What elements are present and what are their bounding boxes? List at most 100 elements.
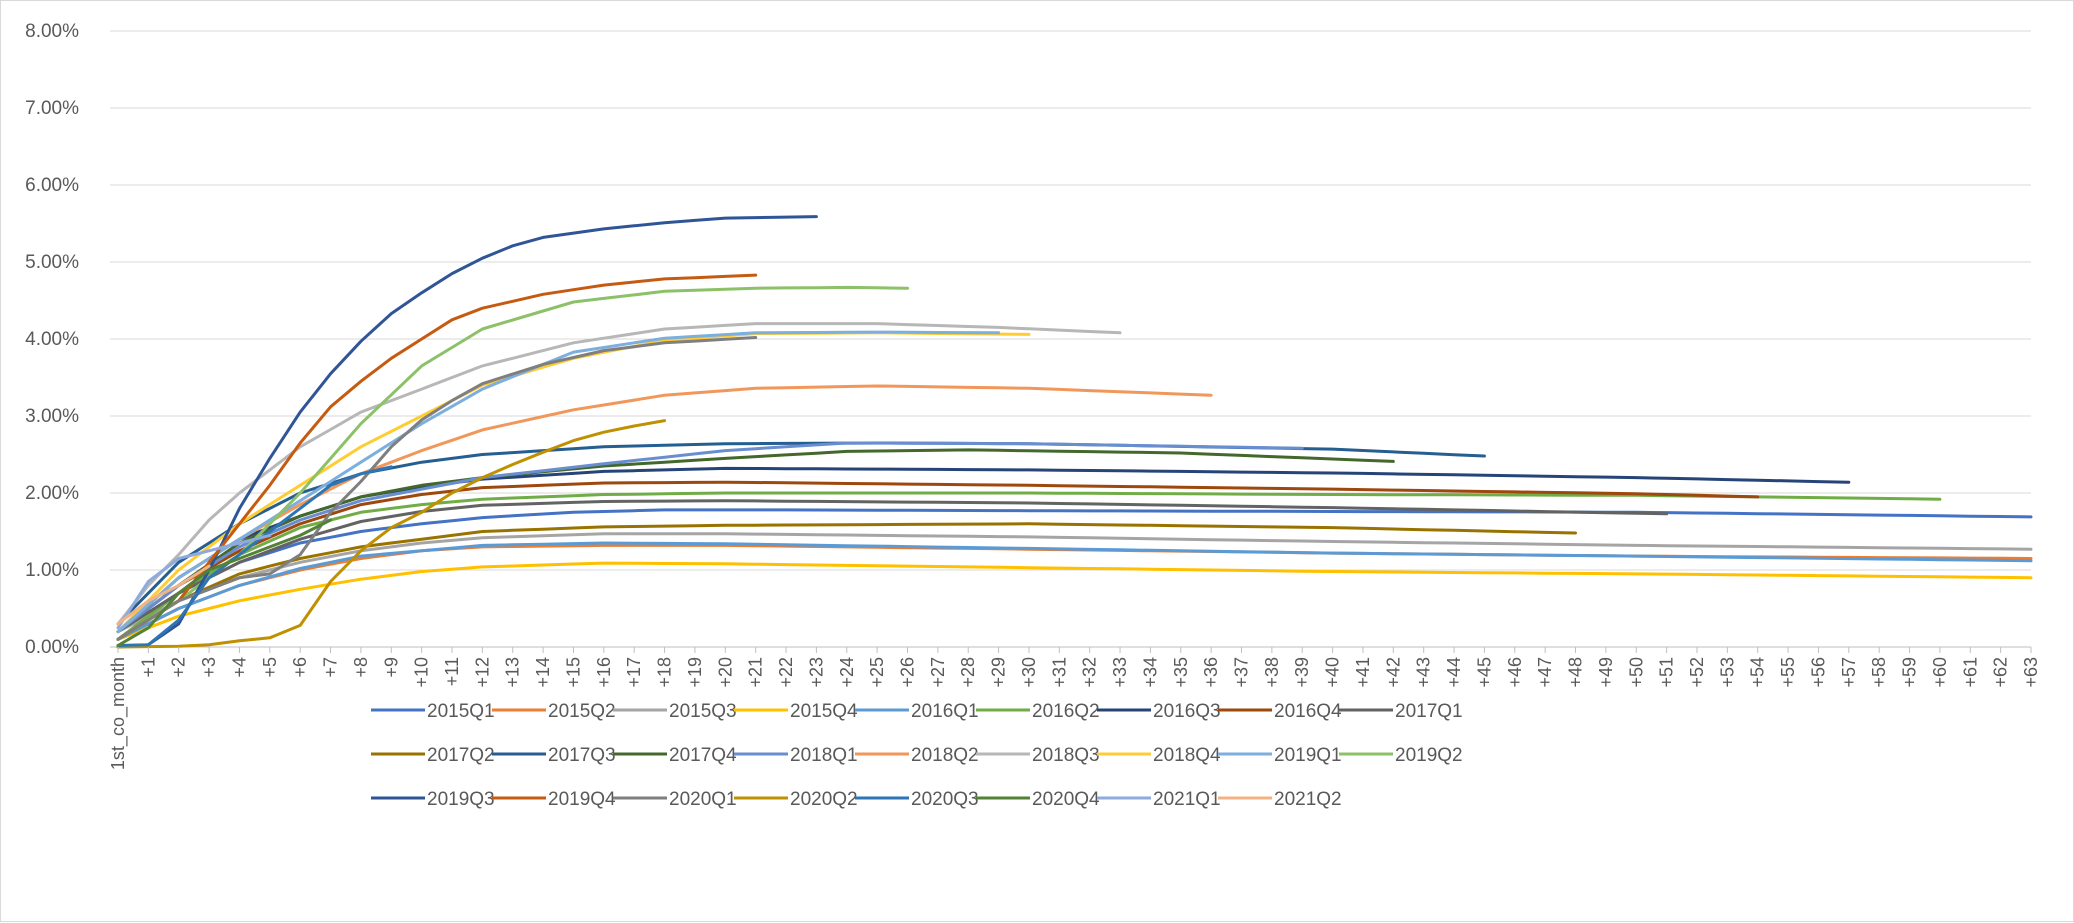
x-tick-label: +1	[138, 657, 158, 678]
x-tick-label: +9	[381, 657, 401, 678]
x-tick-label: +7	[321, 657, 341, 678]
legend-label: 2019Q4	[548, 789, 616, 810]
x-tick-label: +25	[867, 657, 887, 688]
x-tick-label: +27	[928, 657, 948, 688]
x-tick-label: +38	[1262, 657, 1282, 688]
x-tick-label: +61	[1960, 657, 1980, 688]
series-line-2018q3	[116, 322, 1122, 626]
legend-label: 2020Q3	[911, 789, 979, 810]
legend-label: 2020Q1	[669, 789, 737, 810]
legend: 2015Q1 2015Q2 2015Q3 2015Q4 2016Q1 2016Q2 2016…	[371, 701, 1463, 810]
x-tick-label: +45	[1474, 657, 1494, 688]
y-tick-label: 1.00%	[25, 560, 79, 581]
legend-label: 2017Q2	[427, 745, 495, 766]
series-line-2020q4	[116, 518, 333, 647]
x-tick-label: +15	[563, 657, 583, 688]
x-axis: 1st_co_month +1 +2 +3 +4 +5 +6 +7 +8 +9 +10 +11 +12 +…	[108, 647, 2041, 770]
x-tick-label: +57	[1839, 657, 1859, 688]
x-tick-label: +24	[837, 657, 857, 688]
series-line-2017q1	[116, 499, 1669, 634]
x-tick-label: +35	[1171, 657, 1191, 688]
legend-label: 2019Q2	[1395, 745, 1463, 766]
x-tick-label: +52	[1687, 657, 1707, 688]
y-tick-label: 7.00%	[25, 98, 79, 119]
x-tick-label: +41	[1353, 657, 1373, 688]
series-line-2020q1	[116, 336, 758, 641]
legend-label: 2016Q4	[1274, 701, 1342, 722]
x-tick-label: +50	[1626, 657, 1646, 688]
legend-label: 2018Q3	[1032, 745, 1100, 766]
series-line-2018q1	[116, 441, 1304, 634]
legend-label: 2016Q2	[1032, 701, 1100, 722]
x-tick-label: +49	[1596, 657, 1616, 688]
legend-label: 2019Q3	[427, 789, 495, 810]
y-tick-label: 0.00%	[25, 637, 79, 658]
legend-label: 2017Q3	[548, 745, 616, 766]
x-tick-label: +29	[989, 657, 1009, 688]
x-tick-label: +6	[290, 657, 310, 678]
x-tick-label: +53	[1717, 657, 1737, 688]
y-tick-label: 6.00%	[25, 175, 79, 196]
x-tick-label: +13	[503, 657, 523, 688]
legend-label: 2015Q1	[427, 701, 495, 722]
x-tick-label: +22	[776, 657, 796, 688]
y-tick-label: 8.00%	[25, 21, 79, 42]
x-tick-label: +20	[715, 657, 735, 688]
legend-label: 2018Q4	[1153, 745, 1221, 766]
x-tick-label: +34	[1140, 657, 1160, 688]
x-tick-label: +60	[1930, 657, 1950, 688]
x-tick-label: +11	[442, 657, 462, 686]
legend-label: 2017Q1	[1395, 701, 1463, 722]
legend-label: 2019Q1	[1274, 745, 1342, 766]
x-tick-label: +26	[897, 657, 917, 688]
x-tick-label: +10	[412, 657, 432, 688]
x-tick-label: +55	[1778, 657, 1798, 688]
legend-label: 2016Q3	[1153, 701, 1221, 722]
x-tick-label: +17	[624, 657, 644, 688]
series-line-2021q1	[116, 533, 272, 630]
series-lines	[116, 215, 2033, 649]
legend-label: 2016Q1	[911, 701, 979, 722]
x-tick-label: +39	[1292, 657, 1312, 688]
x-tick-label: +12	[472, 657, 492, 688]
series-line-2016q1	[116, 541, 2033, 641]
x-tick-label: +40	[1323, 657, 1343, 688]
x-tick-label: +21	[746, 657, 766, 688]
legend-label: 2015Q4	[790, 701, 858, 722]
legend-label: 2021Q1	[1153, 789, 1221, 810]
x-tick-label: +31	[1049, 657, 1069, 688]
x-tick-label: +46	[1505, 657, 1525, 688]
legend-label: 2018Q1	[790, 745, 858, 766]
series-line-2019q2	[116, 285, 909, 641]
legend-label: 2017Q4	[669, 745, 737, 766]
x-tick-label: +19	[685, 657, 705, 688]
x-tick-label: +4	[229, 657, 249, 678]
x-tick-label: +63	[2021, 657, 2041, 688]
x-tick-label: +3	[199, 657, 219, 678]
x-tick-label: +30	[1019, 657, 1039, 688]
series-line-2019q1	[116, 330, 1001, 634]
x-tick-label: +54	[1748, 657, 1768, 688]
y-tick-label: 2.00%	[25, 483, 79, 504]
y-axis: 0.00% 1.00% 2.00% 3.00% 4.00% 5.00% 6.00% 7.00%…	[25, 21, 79, 658]
x-tick-label: +2	[169, 657, 189, 678]
x-tick-label: +16	[594, 657, 614, 688]
x-tick-label: +28	[958, 657, 978, 688]
series-line-2020q2	[116, 419, 667, 649]
x-tick-label: +18	[655, 657, 675, 688]
legend-label: 2020Q2	[790, 789, 858, 810]
legend-label: 2021Q2	[1274, 789, 1342, 810]
x-tick-label: +43	[1414, 657, 1434, 688]
x-tick-label: +59	[1900, 657, 1920, 688]
series-line-2018q2	[116, 384, 1213, 634]
series-line-2017q4	[116, 448, 1395, 634]
y-tick-label: 3.00%	[25, 406, 79, 427]
x-tick-label: +23	[806, 657, 826, 688]
x-tick-label: +51	[1657, 657, 1677, 688]
series-line-2019q4	[116, 273, 758, 641]
x-tick-label: +37	[1232, 657, 1252, 688]
y-tick-label: 5.00%	[25, 252, 79, 273]
x-tick-label: +62	[1991, 657, 2011, 688]
